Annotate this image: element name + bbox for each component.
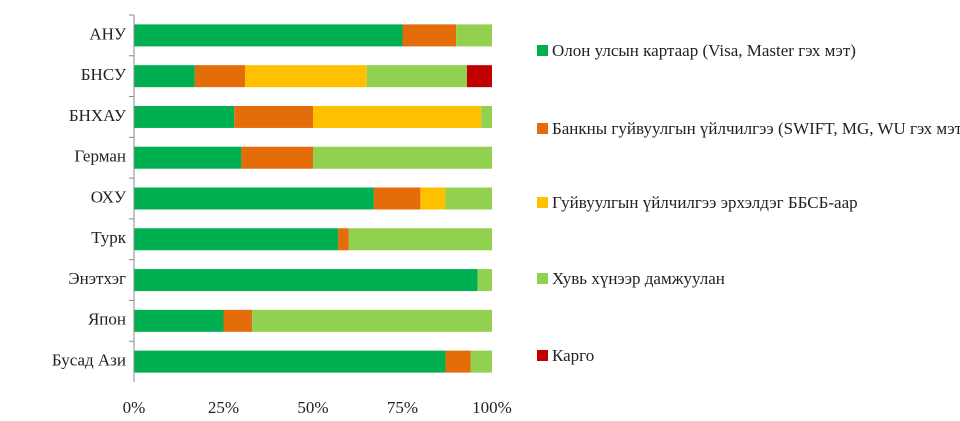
bar-segment [313, 146, 492, 169]
bar-segment [244, 65, 367, 88]
legend-swatch [537, 273, 548, 284]
legend-swatch [537, 123, 548, 134]
bar-segment [366, 65, 467, 88]
bar-segment [134, 105, 235, 128]
bar-segment [313, 105, 482, 128]
bar-segment [338, 228, 349, 251]
bar-segment [477, 269, 492, 292]
legend-item: Карго [537, 343, 960, 368]
legend-item: Олон улсын картаар (Visa, Master гэх мэт… [537, 38, 960, 63]
y-tick-label: Бусад Ази [52, 351, 126, 370]
bar-segment [134, 24, 403, 47]
y-tick-label: ОХУ [91, 187, 127, 206]
bar-segment [348, 228, 492, 251]
bar-segment [134, 228, 339, 251]
bar-segment [402, 24, 457, 47]
bar-segment [466, 65, 492, 88]
bar-segment [252, 309, 492, 332]
x-tick-label: 75% [387, 398, 418, 417]
legend-label: Банкны гуйвуулгын үйлчилгээ (SWIFT, MG, … [552, 119, 960, 138]
bar-segment [134, 350, 446, 373]
legend-label: Карго [552, 346, 595, 365]
legend-label: Гуйвуулгын үйлчилгээ эрхэлдэг ББСБ-аар [552, 193, 858, 212]
bar-segment [134, 269, 478, 292]
legend-swatch [537, 45, 548, 56]
legend-item: Банкны гуйвуулгын үйлчилгээ (SWIFT, MG, … [537, 116, 960, 141]
x-tick-label: 50% [297, 398, 328, 417]
bar-segment [373, 187, 421, 210]
y-tick-label: БНХАУ [69, 106, 127, 125]
bar-segment [223, 309, 253, 332]
y-tick-label: Энэтхэг [68, 269, 126, 288]
x-tick-label: 25% [208, 398, 239, 417]
x-tick-label: 0% [123, 398, 146, 417]
bar-segment [445, 350, 471, 373]
bar-segment [234, 105, 313, 128]
y-tick-label: АНУ [89, 24, 127, 43]
bar-segment [194, 65, 245, 88]
y-tick-label: Герман [74, 147, 126, 166]
bar-segment [134, 65, 195, 88]
legend-label: Олон улсын картаар (Visa, Master гэх мэт… [552, 41, 856, 60]
y-tick-label: Япон [88, 310, 126, 329]
y-tick-label: Турк [91, 228, 127, 247]
bar-segment [134, 309, 224, 332]
bar-segment [134, 187, 374, 210]
bar-segment [134, 146, 242, 169]
bar-segment [445, 187, 492, 210]
bar-segment [420, 187, 446, 210]
legend-item: Хувь хүнээр дамжуулан [537, 266, 960, 291]
legend-label: Хувь хүнээр дамжуулан [552, 269, 725, 288]
bar-segment [241, 146, 313, 169]
y-tick-label: БНСУ [81, 65, 127, 84]
legend-item: Гуйвуулгын үйлчилгээ эрхэлдэг ББСБ-аар [537, 190, 960, 215]
x-tick-label: 100% [472, 398, 512, 417]
legend-swatch [537, 350, 548, 361]
bar-segment [456, 24, 492, 47]
legend-swatch [537, 197, 548, 208]
bar-segment [470, 350, 492, 373]
bar-segment [481, 105, 492, 128]
